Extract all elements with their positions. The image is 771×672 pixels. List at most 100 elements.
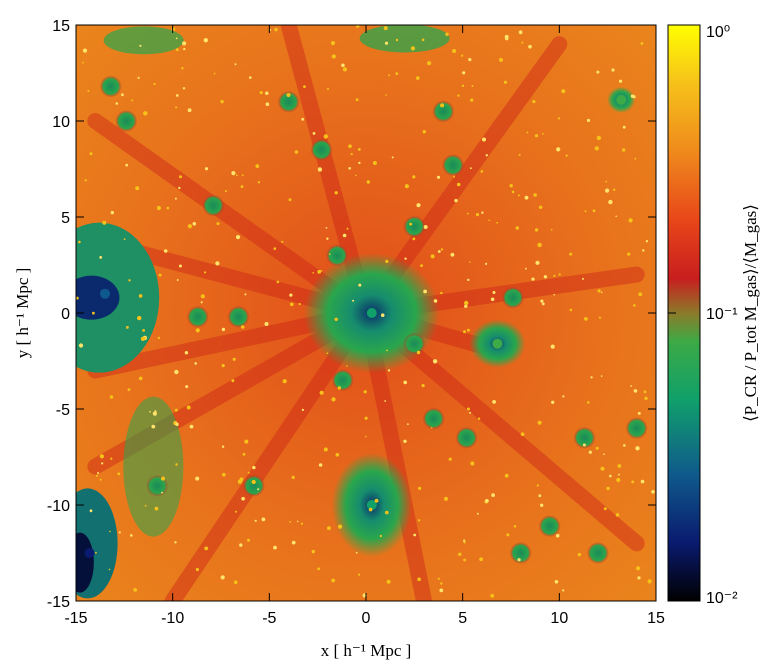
x-tick-label: 5 <box>458 610 467 627</box>
speckle <box>348 144 352 148</box>
speckle <box>528 44 532 49</box>
y-tick-label: 15 <box>52 18 70 35</box>
colorbar: 10⁰ 10⁻¹ 10⁻² ⟨P_CR / P_tot M_gas⟩/⟨M_gas⟩ <box>667 24 760 607</box>
speckle <box>609 474 612 478</box>
speckle <box>338 524 343 529</box>
speckle <box>440 248 444 251</box>
speckle <box>383 26 388 31</box>
speckle <box>255 164 260 169</box>
speckle <box>553 274 556 277</box>
speckle <box>273 247 277 250</box>
speckle <box>436 175 441 179</box>
y-tick-label: 5 <box>61 210 70 227</box>
speckle <box>87 89 90 92</box>
halo <box>501 286 524 309</box>
speckle <box>186 405 191 410</box>
speckle <box>605 188 610 193</box>
speckle <box>203 38 208 43</box>
speckle <box>110 210 115 215</box>
speckle <box>149 410 151 413</box>
speckle <box>276 280 280 284</box>
speckle <box>290 302 294 307</box>
speckle <box>418 486 422 490</box>
speckle <box>175 422 179 426</box>
speckle <box>234 63 237 66</box>
speckle <box>273 545 277 550</box>
speckle <box>334 191 338 195</box>
speckle <box>325 227 328 229</box>
speckle <box>213 72 216 75</box>
speckle <box>161 476 165 481</box>
x-axis-label: x [ h⁻¹ Mpc ] <box>321 641 412 660</box>
halo <box>99 75 122 98</box>
speckle <box>323 134 328 139</box>
speckle <box>647 579 652 584</box>
speckle <box>125 163 129 167</box>
speckle <box>137 76 140 79</box>
speckle <box>363 390 367 394</box>
speckle <box>616 477 621 483</box>
speckle <box>440 582 443 585</box>
speckle <box>342 233 347 238</box>
speckle <box>364 416 368 420</box>
halo <box>538 515 561 538</box>
speckle <box>317 167 323 172</box>
speckle <box>374 498 379 503</box>
speckle <box>163 249 168 253</box>
halo <box>442 154 464 177</box>
speckle <box>200 301 203 304</box>
x-tick-label: -15 <box>64 610 87 627</box>
speckle <box>204 271 207 274</box>
speckle <box>637 576 641 580</box>
speckle <box>635 446 640 451</box>
speckle <box>391 156 394 159</box>
speckle <box>326 352 329 355</box>
speckle <box>294 150 299 154</box>
speckle <box>384 41 389 45</box>
speckle <box>317 567 320 571</box>
speckle <box>161 491 164 494</box>
speckle <box>386 349 388 352</box>
halo <box>242 474 265 497</box>
structure-core <box>366 308 377 318</box>
speckle <box>92 311 95 315</box>
speckle <box>588 450 592 454</box>
speckle <box>84 179 87 182</box>
x-tick-label: 0 <box>362 610 371 627</box>
speckle <box>482 137 486 142</box>
speckle <box>403 439 407 443</box>
speckle <box>183 47 186 51</box>
speckle <box>584 210 587 213</box>
speckle <box>174 197 177 200</box>
speckle <box>289 521 292 523</box>
speckle <box>630 385 632 387</box>
speckle <box>99 454 104 459</box>
speckle <box>395 38 399 42</box>
speckle <box>622 148 626 152</box>
speckle <box>127 388 131 391</box>
colorbar-tick-label: 10⁻¹ <box>706 306 738 323</box>
speckle <box>372 161 377 165</box>
speckle <box>366 180 370 184</box>
halo <box>186 305 209 328</box>
speckle <box>410 46 415 51</box>
halo <box>587 542 609 564</box>
speckle <box>569 308 573 312</box>
speckle <box>613 188 616 191</box>
speckle <box>600 291 603 294</box>
speckle <box>182 41 187 46</box>
speckle <box>437 250 441 253</box>
speckle <box>541 133 544 135</box>
speckle <box>537 420 542 425</box>
speckle <box>596 70 600 74</box>
speckle <box>130 534 133 537</box>
speckle <box>603 453 605 456</box>
speckle <box>251 479 256 485</box>
speckle <box>320 270 323 272</box>
speckle <box>82 48 88 53</box>
speckle <box>101 462 104 465</box>
speckle <box>144 336 146 339</box>
halo <box>573 426 596 449</box>
speckle <box>368 507 373 512</box>
